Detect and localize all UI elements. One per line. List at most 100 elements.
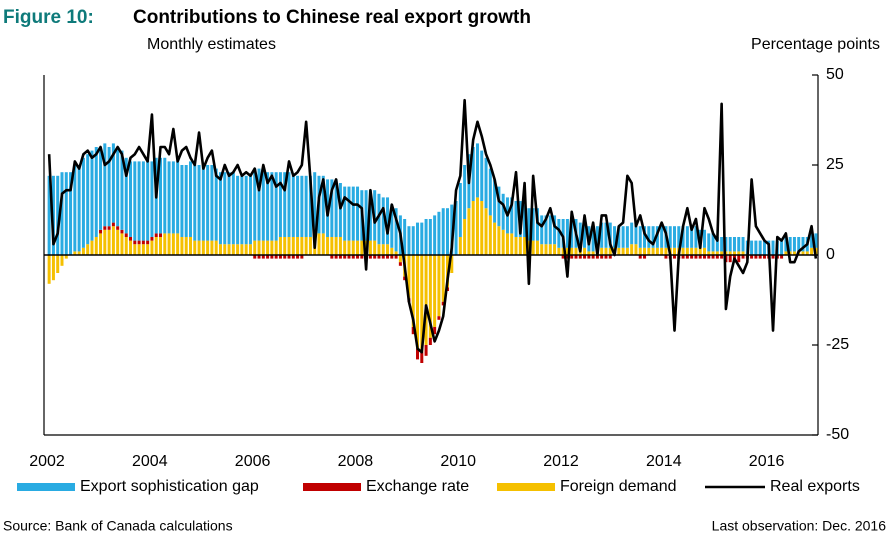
bar-segment [523,237,527,255]
bar-segment [210,240,214,255]
bar-segment [261,240,265,255]
bar-segment [338,183,342,237]
x-tick-label: 2010 [440,453,476,470]
bar-segment [120,229,124,234]
bar-segment [690,247,694,255]
bar-segment [308,175,312,237]
bar-segment [270,240,274,255]
bar-segment [501,229,505,255]
bar-segment [720,237,724,252]
bar-segment [321,175,325,234]
bar-segment [488,168,492,216]
bar-segment [159,237,163,255]
bar-segment [214,168,218,241]
bar-segment [197,240,201,255]
bar-segment [253,168,257,241]
bar-segment [647,247,651,255]
bar-segment [668,226,672,248]
bar-segment [715,237,719,252]
bar-segment [103,229,107,255]
x-tick-label: 2004 [132,453,168,470]
bar-segment [146,161,150,241]
bar-segment [673,255,677,259]
bar-segment [780,240,784,255]
bar-segment [591,251,595,255]
bar-segment [206,240,210,255]
bar-segment [471,201,475,255]
bar-segment [643,226,647,248]
bar-segment [724,237,728,252]
bar-segment [505,233,509,255]
bar-segment [527,208,531,241]
bar-segment [664,247,668,255]
bar-segment [741,255,745,259]
bar-segment [711,251,715,255]
bar-segment [441,208,445,255]
bar-segment [608,222,612,248]
bar-segment [420,255,424,353]
y-tick-label: -50 [826,426,849,443]
bar-segment [420,352,424,363]
bar-segment [304,175,308,237]
bar-segment [762,255,766,259]
bar-segment [523,204,527,237]
bar-segment [248,175,252,245]
bar-segment [244,175,248,245]
bar-segment [604,247,608,255]
bar-segment [407,226,411,255]
bar-segment [257,168,261,241]
bar-segment [386,244,390,255]
bar-segment [210,165,214,241]
bar-segment [253,240,257,255]
bar-segment [475,143,479,198]
bar-segment [707,251,711,255]
bar-segment [578,255,582,259]
bar-segment [565,247,569,255]
bar-segment [694,255,698,259]
bar-segment [621,226,625,248]
bar-segment [463,219,467,255]
source-note: Source: Bank of Canada calculations [3,518,233,534]
bar-segment [377,244,381,255]
bar-segment [625,226,629,248]
bar-segment [394,251,398,255]
bar-segment [351,255,355,259]
bar-segment [291,175,295,237]
bar-segment [218,172,222,245]
bar-segment [441,301,445,306]
bar-segment [467,208,471,255]
y-tick-label: 25 [826,156,844,173]
bar-segment [702,229,706,248]
bar-segment [493,179,497,223]
bar-segment [201,240,205,255]
bar-segment [94,237,98,255]
bar-segment [720,255,724,259]
bar-segment [390,204,394,248]
bar-segment [356,255,360,259]
bar-segment [715,255,719,259]
bar-segment [99,147,103,230]
bar-segment [218,244,222,255]
bar-segment [617,247,621,255]
bar-segment [750,255,754,259]
bar-segment [334,237,338,255]
bar-segment [227,172,231,245]
bar-segment [544,244,548,255]
bar-segment [146,244,150,255]
bar-segment [287,172,291,237]
bar-segment [73,251,77,255]
bar-segment [90,150,94,241]
bar-segment [685,247,689,255]
bar-segment [647,226,651,248]
bar-segment [86,244,90,255]
bar-segment [368,240,372,255]
bar-segment [296,237,300,255]
bar-segment [660,247,664,255]
bar-segment [493,222,497,255]
bar-segment [236,175,240,245]
bar-segment [227,244,231,255]
bar-segment [535,240,539,255]
bar-segment [634,244,638,255]
bar-segment [643,247,647,255]
